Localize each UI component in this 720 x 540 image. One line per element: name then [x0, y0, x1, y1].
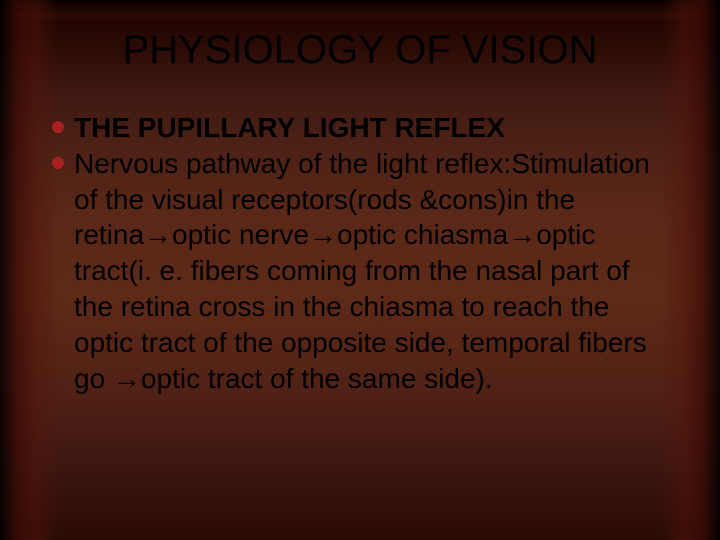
bullet-item: THE PUPILLARY LIGHT REFLEX	[52, 110, 672, 146]
curtain-left	[0, 0, 60, 540]
bullet-text: Nervous pathway of the light reflex:Stim…	[74, 146, 672, 397]
slide-title: PHYSIOLOGY OF VISION	[0, 28, 720, 73]
slide-body: THE PUPILLARY LIGHT REFLEX Nervous pathw…	[52, 110, 672, 397]
curtain-valance	[0, 0, 720, 22]
slide: PHYSIOLOGY OF VISION THE PUPILLARY LIGHT…	[0, 0, 720, 540]
bullet-item: Nervous pathway of the light reflex:Stim…	[52, 146, 672, 397]
bullet-dot-icon	[52, 121, 64, 133]
bullet-text: THE PUPILLARY LIGHT REFLEX	[74, 110, 672, 146]
bullet-dot-icon	[52, 157, 64, 169]
